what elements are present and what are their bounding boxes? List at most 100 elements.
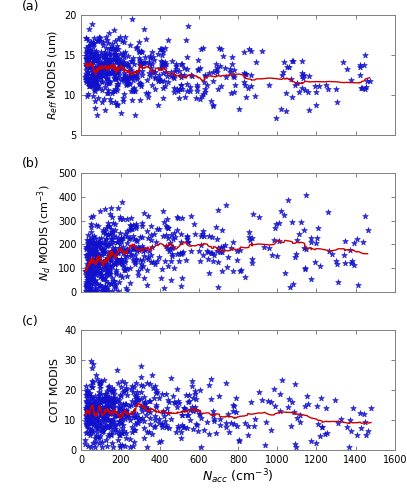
Point xyxy=(355,282,361,290)
Point xyxy=(184,54,190,62)
Point xyxy=(92,242,99,250)
Point xyxy=(88,394,94,402)
Point xyxy=(130,408,136,416)
Point xyxy=(114,248,121,256)
Point xyxy=(351,238,357,246)
Point xyxy=(188,212,195,220)
Point xyxy=(109,64,115,72)
Point xyxy=(103,260,110,268)
Point xyxy=(84,402,91,410)
Point xyxy=(109,417,115,425)
Point xyxy=(93,261,100,269)
Point xyxy=(248,398,254,406)
Point xyxy=(85,54,92,62)
Point xyxy=(84,42,91,50)
Point xyxy=(109,384,116,392)
Point xyxy=(116,405,123,413)
Point xyxy=(92,409,99,417)
Point xyxy=(168,415,175,423)
Point xyxy=(184,238,191,246)
Point xyxy=(85,418,92,426)
Point xyxy=(88,287,95,295)
Point xyxy=(332,396,339,404)
Point xyxy=(151,394,157,402)
Point xyxy=(84,399,91,407)
Point xyxy=(92,287,98,295)
Point xyxy=(109,90,115,98)
Point xyxy=(145,397,152,405)
Point xyxy=(88,274,95,282)
Point xyxy=(205,248,212,256)
Point xyxy=(88,78,95,86)
Point xyxy=(326,247,333,255)
Point xyxy=(86,400,93,408)
Point xyxy=(129,96,135,104)
Point xyxy=(193,406,199,414)
Point xyxy=(303,190,309,198)
Point xyxy=(296,230,302,238)
Point xyxy=(85,424,91,432)
Point xyxy=(160,68,166,76)
Point xyxy=(231,420,237,428)
Point xyxy=(86,42,92,50)
Point xyxy=(136,234,143,241)
Point xyxy=(86,240,93,248)
Point xyxy=(108,68,115,76)
Point xyxy=(242,81,248,89)
Point xyxy=(112,282,118,290)
Point xyxy=(322,81,329,89)
Point xyxy=(304,392,311,400)
Point xyxy=(98,258,105,266)
Point xyxy=(115,411,122,419)
Point xyxy=(135,243,142,251)
Point xyxy=(87,358,94,366)
Point xyxy=(358,84,364,92)
Point xyxy=(259,46,265,54)
Point xyxy=(89,64,96,72)
Point xyxy=(173,86,180,94)
Point xyxy=(112,280,118,288)
Point xyxy=(123,406,130,414)
Point xyxy=(158,51,165,59)
Point xyxy=(133,392,140,400)
Point xyxy=(90,64,96,72)
Point xyxy=(118,234,125,242)
Point xyxy=(248,70,254,78)
Point xyxy=(152,74,158,82)
Point xyxy=(160,58,166,66)
Point xyxy=(325,85,332,93)
Point xyxy=(107,264,114,272)
Point xyxy=(304,400,311,407)
Point xyxy=(179,60,186,68)
Point xyxy=(142,35,149,43)
Point xyxy=(87,410,93,418)
Point xyxy=(262,418,269,426)
Point xyxy=(92,276,98,283)
Point xyxy=(349,404,356,411)
Point xyxy=(85,390,92,398)
Point xyxy=(103,33,109,41)
Point xyxy=(87,59,94,67)
Point xyxy=(90,73,96,81)
Point xyxy=(116,403,122,411)
Point xyxy=(102,404,109,412)
Point xyxy=(317,262,323,270)
Point xyxy=(96,282,103,290)
Point xyxy=(199,44,206,52)
Point xyxy=(90,428,96,436)
Point xyxy=(88,417,94,425)
Point xyxy=(183,36,190,44)
Point xyxy=(95,59,102,67)
Point xyxy=(302,86,308,94)
Point xyxy=(130,382,137,390)
Point xyxy=(102,410,108,418)
Point xyxy=(126,236,132,244)
Point xyxy=(197,414,204,422)
Point xyxy=(84,90,91,98)
Point xyxy=(99,417,105,425)
Point xyxy=(107,44,113,52)
Point xyxy=(94,264,100,272)
Point xyxy=(89,232,96,240)
Point xyxy=(85,416,91,424)
Point xyxy=(84,406,90,414)
